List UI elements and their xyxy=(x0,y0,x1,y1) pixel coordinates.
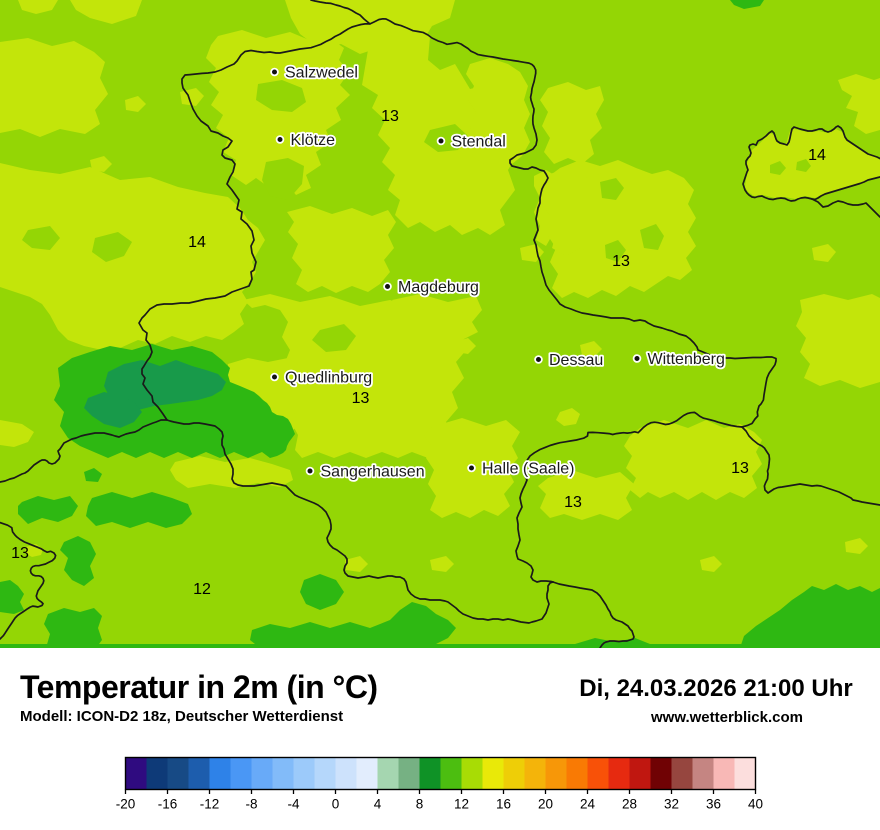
svg-text:4: 4 xyxy=(374,797,382,812)
svg-text:13: 13 xyxy=(731,460,749,477)
svg-text:-4: -4 xyxy=(287,797,299,812)
svg-text:20: 20 xyxy=(538,797,553,812)
svg-text:36: 36 xyxy=(706,797,721,812)
svg-text:-20: -20 xyxy=(116,797,136,812)
svg-text:16: 16 xyxy=(496,797,511,812)
svg-text:12: 12 xyxy=(193,581,211,598)
svg-text:40: 40 xyxy=(748,797,763,812)
svg-text:Klötze: Klötze xyxy=(291,132,336,149)
svg-text:8: 8 xyxy=(416,797,424,812)
svg-text:Dessau: Dessau xyxy=(549,352,603,369)
svg-text:28: 28 xyxy=(622,797,637,812)
svg-text:12: 12 xyxy=(454,797,469,812)
svg-text:13: 13 xyxy=(612,253,630,270)
svg-text:Sangerhausen: Sangerhausen xyxy=(321,464,425,481)
svg-text:0: 0 xyxy=(332,797,340,812)
svg-text:Magdeburg: Magdeburg xyxy=(398,279,479,296)
svg-text:14: 14 xyxy=(808,147,826,164)
svg-text:24: 24 xyxy=(580,797,596,812)
svg-text:Salzwedel: Salzwedel xyxy=(285,65,358,82)
svg-text:Halle (Saale): Halle (Saale) xyxy=(482,461,574,478)
svg-text:Wittenberg: Wittenberg xyxy=(648,351,725,368)
svg-text:13: 13 xyxy=(352,390,370,407)
svg-text:-12: -12 xyxy=(200,797,220,812)
svg-text:Stendal: Stendal xyxy=(452,134,506,151)
svg-text:Quedlinburg: Quedlinburg xyxy=(285,370,372,387)
svg-text:13: 13 xyxy=(11,545,29,562)
svg-text:14: 14 xyxy=(188,234,206,251)
svg-text:13: 13 xyxy=(381,108,399,125)
svg-text:-8: -8 xyxy=(245,797,257,812)
svg-text:32: 32 xyxy=(664,797,679,812)
svg-text:13: 13 xyxy=(564,494,582,511)
svg-text:-16: -16 xyxy=(158,797,178,812)
